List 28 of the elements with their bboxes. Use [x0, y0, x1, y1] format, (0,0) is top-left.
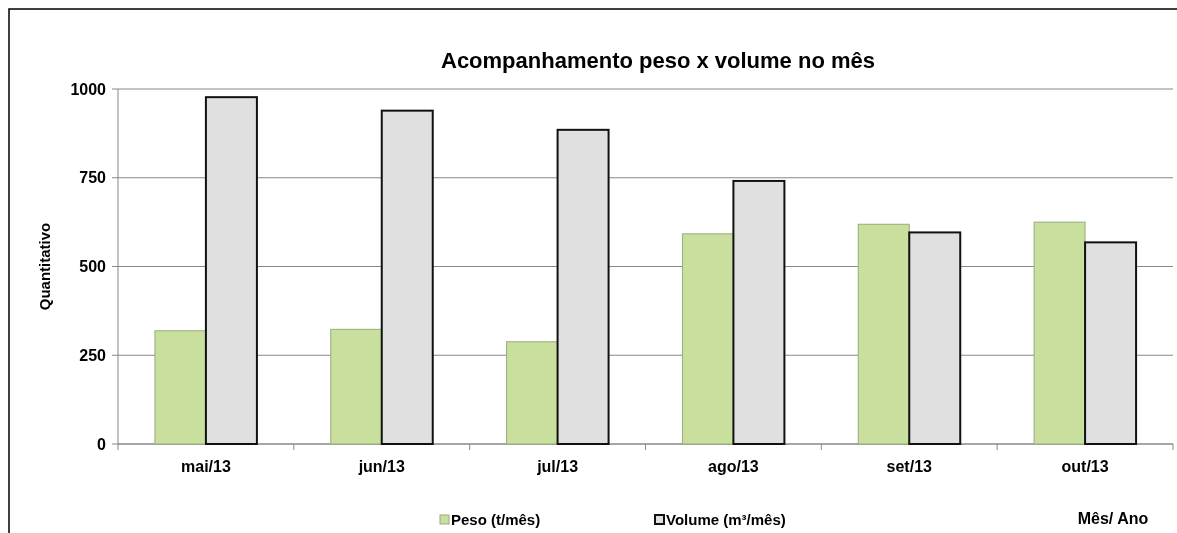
y-tick-label: 1000 [70, 80, 107, 98]
y-tick-label: 500 [79, 258, 107, 276]
legend-label: Peso (t/mês) [451, 511, 541, 528]
x-tick-label: ago/13 [708, 458, 759, 475]
bar [556, 128, 610, 445]
bar [380, 109, 434, 445]
bar [1084, 241, 1138, 445]
bar [857, 223, 910, 445]
y-tick-label: 750 [79, 169, 107, 187]
x-tick-label: out/13 [1061, 458, 1109, 475]
bar [1033, 221, 1086, 445]
bar [204, 96, 258, 445]
bar [330, 328, 383, 445]
bar [154, 330, 207, 445]
y-tick-label: 250 [79, 346, 107, 364]
y-tick-label: 0 [97, 435, 107, 453]
x-axis-title: Mês/ Ano [1077, 510, 1149, 527]
x-tick-label: jun/13 [357, 458, 405, 475]
bar [681, 233, 734, 445]
bar [506, 341, 559, 445]
chart-title: Acompanhamento peso x volume no mês [441, 48, 875, 73]
bar [908, 231, 962, 445]
x-tick-label: jul/13 [536, 458, 579, 475]
y-axis-title: Quantitativo [36, 222, 53, 311]
x-tick-label: mai/13 [181, 458, 231, 475]
bar [732, 179, 786, 445]
legend-label: Volume (m³/mês) [666, 511, 786, 528]
x-tick-label: set/13 [886, 458, 933, 475]
